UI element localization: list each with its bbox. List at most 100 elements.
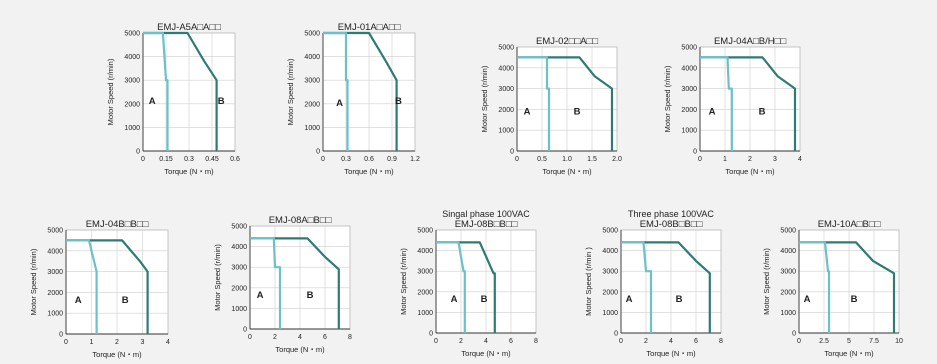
y-axis-label: Motor Speed (r/min)	[663, 65, 672, 132]
y-tick-label: 2000	[602, 289, 618, 296]
chart-title: EMJ-04B□B□□	[86, 219, 149, 230]
x-tick-label: 2	[644, 338, 648, 345]
series-label-b: B	[574, 107, 581, 118]
x-axis-label: Torque (N・m)	[725, 167, 775, 176]
series-label-a: A	[804, 294, 811, 305]
x-axis-label: Torque (N・m)	[164, 167, 214, 176]
x-tick-label: 4	[484, 338, 488, 345]
y-tick-label: 3000	[602, 269, 618, 276]
x-tick-label: 0.5	[537, 156, 547, 163]
chart-8: 0 2 4 6 8 0 1000 2000 3000 4000 5000 Torque (N・m) Mo…	[584, 209, 723, 358]
series-line-b	[250, 237, 340, 329]
y-tick-label: 2000	[498, 107, 514, 114]
y-tick-label: 3000	[780, 269, 796, 276]
x-tick-label: 6	[509, 338, 513, 345]
y-tick-label: 4000	[417, 248, 433, 255]
x-tick-label: 1.2	[410, 156, 420, 163]
series-label-a: A	[149, 96, 156, 107]
series-label-b: B	[481, 294, 488, 305]
y-tick-label: 4000	[124, 54, 140, 61]
x-tick-label: 8	[348, 334, 352, 341]
x-tick-label: 4	[798, 156, 802, 163]
y-tick-label: 1000	[304, 125, 320, 132]
y-tick-label: 2000	[417, 289, 433, 296]
series-label-a: A	[626, 294, 633, 305]
y-tick-label: 5000	[780, 228, 796, 235]
y-axis-label: Motor Speed (r/min)	[762, 248, 771, 315]
series-line-a	[250, 237, 282, 329]
y-tick-label: 4000	[231, 244, 247, 251]
chart-subtitle: Three phase 100VAC	[628, 209, 714, 219]
y-tick-label: 4000	[498, 65, 514, 72]
x-axis-label: Torque (N・m)	[461, 349, 511, 358]
x-tick-label: 0	[321, 156, 325, 163]
chart-7: 0 2 4 6 8 0 1000 2000 3000 4000 5000 Torque (N・m) Mo…	[399, 209, 538, 358]
y-tick-label: 5000	[304, 31, 320, 38]
chart-title: EMJ-08A□B□□	[269, 215, 332, 226]
x-axis-label: Torque (N・m)	[275, 345, 325, 354]
x-tick-label: 3	[773, 156, 777, 163]
y-tick-label: 2000	[231, 285, 247, 292]
x-tick-label: 4	[669, 338, 673, 345]
x-tick-label: 0	[248, 334, 252, 341]
x-tick-label: 0	[698, 156, 702, 163]
series-line-a	[621, 241, 653, 333]
x-tick-label: 0	[515, 156, 519, 163]
series-label-b: B	[676, 294, 683, 305]
y-tick-label: 4000	[780, 248, 796, 255]
x-tick-label: 2.0	[612, 156, 622, 163]
y-tick-label: 4000	[47, 248, 63, 255]
series-label-a: A	[75, 295, 82, 306]
y-axis-label: Motor Speed (r/min)	[399, 248, 408, 315]
y-tick-label: 5000	[681, 45, 697, 52]
y-tick-label: 1000	[602, 310, 618, 317]
y-axis-label: Motor Speed (r/min )	[584, 247, 593, 316]
x-axis-label: Torque (N・m)	[92, 350, 142, 359]
series-label-b: B	[122, 295, 129, 306]
x-axis-label: Torque (N・m)	[344, 167, 394, 176]
x-tick-label: 0.15	[159, 156, 173, 163]
y-tick-label: 0	[693, 149, 697, 156]
series-line-b	[799, 241, 896, 333]
chart-5: 0 1 2 3 4 0 1000 2000 3000 4000 5000 Torque (N・m) Mo…	[29, 219, 170, 359]
y-tick-label: 3000	[304, 78, 320, 85]
x-tick-label: 2	[748, 156, 752, 163]
x-tick-label: 0	[434, 338, 438, 345]
x-axis-label: Torque (N・m)	[824, 349, 874, 358]
y-tick-label: 5000	[498, 45, 514, 52]
y-tick-label: 5000	[47, 228, 63, 235]
x-tick-label: 3	[141, 339, 145, 346]
series-line-a	[700, 56, 733, 151]
y-tick-label: 0	[614, 331, 618, 338]
y-tick-label: 0	[59, 332, 63, 339]
y-tick-label: 0	[792, 331, 796, 338]
series-line-a	[66, 239, 98, 334]
x-tick-label: 2	[459, 338, 463, 345]
y-tick-label: 0	[243, 327, 247, 334]
y-tick-label: 4000	[602, 248, 618, 255]
chart-4: 0 1 2 3 4 0 1000 2000 3000 4000 5000 Torque (N・m) Mo…	[663, 36, 802, 176]
series-label-b: B	[851, 294, 858, 305]
y-tick-label: 2000	[304, 101, 320, 108]
series-line-a	[436, 241, 466, 333]
x-tick-label: 6	[694, 338, 698, 345]
y-tick-label: 5000	[231, 224, 247, 231]
y-tick-label: 4000	[304, 54, 320, 61]
y-tick-label: 5000	[124, 31, 140, 38]
x-tick-label: 8	[719, 338, 723, 345]
y-tick-label: 1000	[498, 128, 514, 135]
x-tick-label: 8	[534, 338, 538, 345]
x-tick-label: 4	[166, 339, 170, 346]
x-tick-label: 0.9	[387, 156, 397, 163]
series-line-a	[143, 31, 169, 151]
series-line-a	[323, 31, 349, 151]
y-axis-label: Motor Speed (r/min)	[213, 244, 222, 311]
y-tick-label: 0	[316, 149, 320, 156]
y-tick-label: 0	[136, 149, 140, 156]
series-label-a: A	[257, 290, 264, 301]
y-tick-label: 1000	[417, 310, 433, 317]
series-line-b	[436, 241, 496, 333]
series-line-a	[517, 56, 551, 151]
series-label-a: A	[336, 98, 343, 109]
series-line-b	[66, 239, 149, 334]
